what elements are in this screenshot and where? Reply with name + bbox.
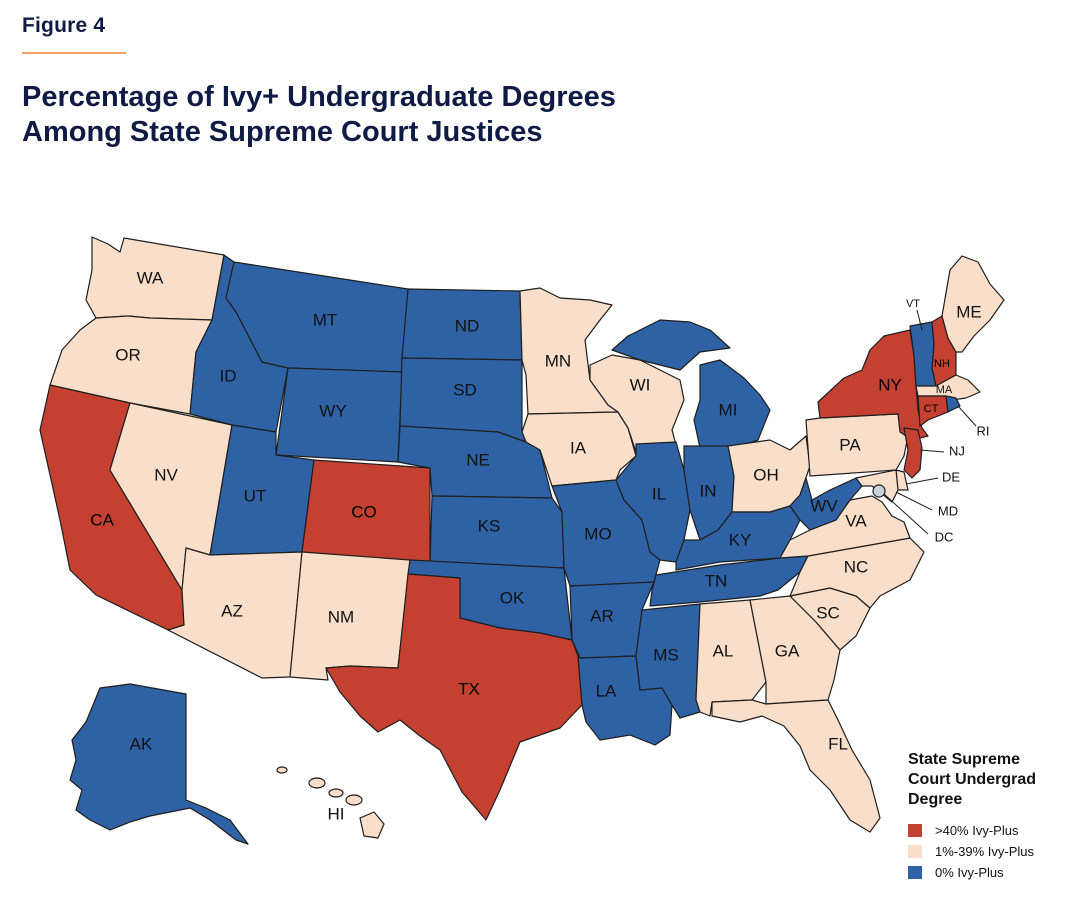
state-label-IA: IA	[570, 438, 587, 457]
state-label-ME: ME	[956, 302, 982, 321]
state-label-ND: ND	[455, 316, 480, 335]
state-label-NV: NV	[154, 465, 178, 484]
legend-label-none: 0% Ivy-Plus	[935, 865, 1004, 880]
state-label-SD: SD	[453, 380, 477, 399]
state-label-NH: NH	[934, 358, 950, 370]
legend-title-line-3: Degree	[908, 791, 963, 808]
state-CT[interactable]	[917, 395, 949, 427]
state-TN[interactable]	[649, 555, 809, 607]
state-label-VA: VA	[845, 511, 867, 530]
state-label-IL: IL	[652, 484, 666, 503]
legend: State Supreme Court Undergrad Degree >40…	[908, 750, 1078, 883]
state-label-VT: VT	[906, 298, 920, 310]
title-line-1: Percentage of Ivy+ Undergraduate Degrees	[22, 81, 616, 113]
state-label-MS: MS	[653, 645, 679, 664]
legend-item-high: >40% Ivy-Plus	[908, 820, 1078, 841]
legend-label-high: >40% Ivy-Plus	[935, 823, 1019, 838]
state-HI[interactable]	[276, 766, 385, 839]
state-DC[interactable]	[872, 484, 886, 498]
state-label-AR: AR	[590, 606, 614, 625]
state-label-MN: MN	[545, 351, 571, 370]
state-label-CO: CO	[351, 502, 377, 521]
state-label-AL: AL	[713, 641, 734, 660]
state-label-NC: NC	[844, 557, 869, 576]
state-label-LA: LA	[596, 681, 617, 700]
state-label-UT: UT	[244, 486, 267, 505]
state-label-FL: FL	[828, 734, 848, 753]
figure-label-underline	[22, 52, 126, 54]
legend-title-line-2: Court Undergrad	[908, 771, 1036, 788]
state-label-KS: KS	[478, 516, 501, 535]
state-label-NY: NY	[878, 375, 902, 394]
state-label-DC: DC	[935, 529, 954, 544]
state-label-GA: GA	[775, 641, 800, 660]
state-label-IN: IN	[700, 481, 717, 500]
state-label-MI: MI	[719, 400, 738, 419]
state-label-AZ: AZ	[221, 601, 243, 620]
state-label-AK: AK	[130, 734, 153, 753]
state-label-TX: TX	[458, 679, 480, 698]
title-line-2: Among State Supreme Court Justices	[22, 116, 543, 148]
state-AK[interactable]	[69, 683, 249, 845]
state-MN[interactable]	[519, 287, 619, 415]
state-RI[interactable]	[945, 395, 961, 413]
legend-item-none: 0% Ivy-Plus	[908, 862, 1078, 883]
state-label-WA: WA	[137, 268, 164, 287]
state-label-MO: MO	[584, 524, 611, 543]
state-NY[interactable]	[817, 329, 929, 441]
legend-swatch-mid	[908, 845, 922, 858]
state-label-DE: DE	[942, 469, 960, 484]
state-KY[interactable]	[675, 505, 801, 571]
state-label-WY: WY	[319, 401, 346, 420]
legend-swatch-high	[908, 824, 922, 837]
figure-label: Figure 4	[22, 14, 106, 37]
state-NC[interactable]	[789, 537, 925, 609]
state-label-ID: ID	[220, 366, 237, 385]
legend-item-mid: 1%-39% Ivy-Plus	[908, 841, 1078, 862]
state-label-MD: MD	[938, 503, 958, 518]
state-label-WI: WI	[630, 375, 651, 394]
legend-label-mid: 1%-39% Ivy-Plus	[935, 844, 1034, 859]
state-NJ[interactable]	[903, 427, 923, 479]
figure-title: Percentage of Ivy+ Undergraduate Degrees…	[22, 80, 722, 150]
state-MI[interactable]	[693, 359, 771, 449]
state-ME[interactable]	[941, 255, 1005, 353]
state-label-OH: OH	[753, 465, 779, 484]
state-label-NE: NE	[466, 450, 490, 469]
legend-title: State Supreme Court Undergrad Degree	[908, 750, 1078, 810]
leader-lines	[883, 309, 977, 535]
state-label-MA: MA	[936, 384, 953, 396]
state-label-NM: NM	[328, 607, 354, 626]
state-label-OR: OR	[115, 345, 141, 364]
state-label-TN: TN	[705, 571, 728, 590]
state-label-CT: CT	[924, 403, 939, 415]
state-MI-upper[interactable]	[611, 319, 731, 371]
state-label-RI: RI	[977, 423, 990, 438]
state-WV[interactable]	[789, 477, 863, 531]
state-label-HI: HI	[328, 804, 345, 823]
state-label-OK: OK	[500, 588, 525, 607]
state-label-SC: SC	[816, 603, 840, 622]
state-label-WV: WV	[810, 496, 838, 515]
state-label-NJ: NJ	[949, 443, 965, 458]
state-TX[interactable]	[325, 573, 583, 821]
state-label-MT: MT	[313, 310, 338, 329]
state-FL[interactable]	[711, 699, 881, 833]
state-label-CA: CA	[90, 510, 114, 529]
state-label-PA: PA	[839, 435, 861, 454]
legend-swatch-none	[908, 866, 922, 879]
legend-title-line-1: State Supreme	[908, 751, 1021, 768]
state-label-KY: KY	[729, 530, 752, 549]
